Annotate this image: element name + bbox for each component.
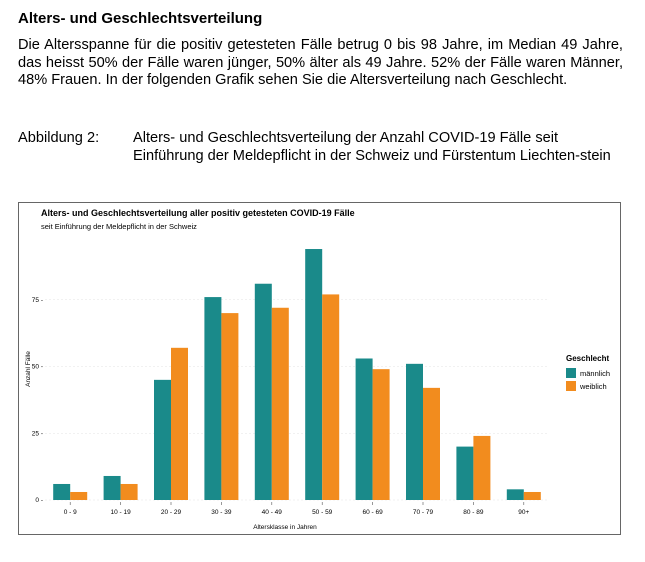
legend-swatch xyxy=(566,381,576,391)
chart-frame: Alters- und Geschlechtsverteilung aller … xyxy=(18,202,621,535)
bar-weiblich xyxy=(221,313,239,500)
y-axis-label: Anzahl Fälle xyxy=(25,351,32,387)
bar-maennlich xyxy=(456,446,474,500)
bars xyxy=(53,249,541,500)
bar-weiblich xyxy=(372,369,390,500)
bar-maennlich xyxy=(154,379,171,500)
figure-label: Abbildung 2: xyxy=(18,130,100,146)
legend-title: Geschlecht xyxy=(566,354,609,363)
x-tick-label: 10 - 19 xyxy=(110,509,131,516)
bar-chart: Alters- und Geschlechtsverteilung aller … xyxy=(25,208,610,531)
x-tick-label: 70 - 79 xyxy=(413,509,434,516)
y-tick-label: 25 - xyxy=(32,430,43,437)
bar-maennlich xyxy=(254,283,272,500)
figure-caption: Alters- und Geschlechtsverteilung der An… xyxy=(133,130,611,164)
x-tick-label: 20 - 29 xyxy=(161,509,182,516)
x-axis-label: Altersklasse in Jahren xyxy=(253,524,317,531)
x-axis: 0 - 9 10 - 19 20 - 29 30 - 39 40 - 49 50 - 59… xyxy=(64,502,530,516)
legend-label: weiblich xyxy=(579,382,607,391)
legend-swatch xyxy=(566,368,576,378)
chart-subtitle: seit Einführung der Meldepflicht in der … xyxy=(41,222,197,231)
x-tick-label: 30 - 39 xyxy=(211,509,232,516)
x-tick-label: 90+ xyxy=(518,509,529,516)
bar-maennlich xyxy=(204,297,222,500)
bar-weiblich xyxy=(171,347,188,500)
y-tick-label: 75 - xyxy=(32,297,43,304)
bar-weiblich xyxy=(70,491,88,500)
bar-weiblich xyxy=(322,294,340,500)
y-tick-label: 0 - xyxy=(35,497,43,504)
bar-maennlich xyxy=(53,483,71,500)
x-tick-label: 40 - 49 xyxy=(262,509,283,516)
bar-weiblich xyxy=(120,483,138,500)
bar-weiblich xyxy=(423,387,440,500)
x-tick-label: 0 - 9 xyxy=(64,509,77,516)
x-tick-label: 50 - 59 xyxy=(312,509,333,516)
y-axis: 0 - 25 - 50 - 75 - xyxy=(32,297,43,504)
bar-maennlich xyxy=(103,475,121,500)
bar-maennlich xyxy=(355,358,373,500)
bar-maennlich xyxy=(406,363,423,500)
x-tick-label: 60 - 69 xyxy=(362,509,383,516)
bar-weiblich xyxy=(271,307,289,500)
bar-weiblich xyxy=(473,435,491,500)
legend: Geschlecht männlich weiblich xyxy=(566,354,610,391)
bar-maennlich xyxy=(506,489,524,500)
intro-paragraph: Die Altersspanne für die positiv geteste… xyxy=(18,37,623,89)
bar-weiblich xyxy=(523,491,541,500)
y-tick-label: 50 - xyxy=(32,364,43,371)
chart-title: Alters- und Geschlechtsverteilung aller … xyxy=(41,208,355,218)
section-heading: Alters- und Geschlechtsverteilung xyxy=(18,10,263,27)
bar-maennlich xyxy=(305,249,323,500)
x-tick-label: 80 - 89 xyxy=(463,509,484,516)
legend-label: männlich xyxy=(580,369,610,378)
